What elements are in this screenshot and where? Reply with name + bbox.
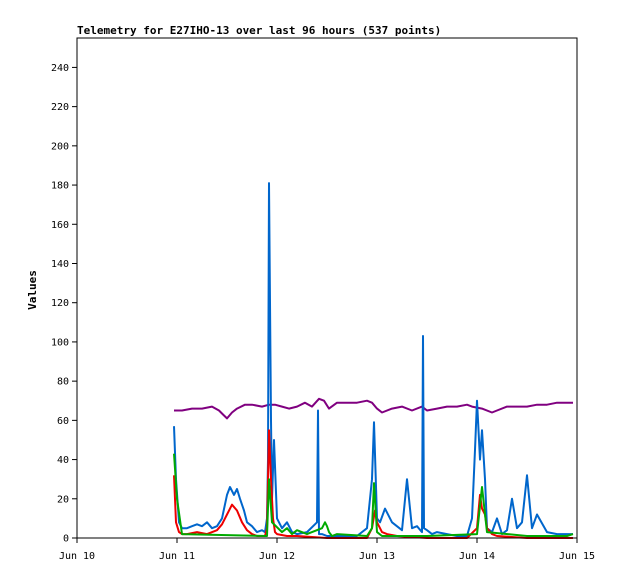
y-tick-label: 20	[57, 494, 69, 505]
x-tick-label: Jun 14	[459, 551, 495, 562]
y-axis-label: Values	[26, 270, 39, 310]
series-layer	[173, 182, 574, 539]
y-tick-label: 200	[51, 141, 69, 152]
series-line-4	[173, 453, 574, 537]
y-tick-label: 80	[57, 377, 69, 388]
y-tick-label: 60	[57, 416, 69, 427]
x-tick-label: Jun 12	[259, 551, 295, 562]
y-tick-label: 140	[51, 259, 69, 270]
y-tick-label: 40	[57, 455, 69, 466]
x-tick-label: Jun 13	[359, 551, 395, 562]
y-tick-label: 180	[51, 181, 69, 192]
plot-frame	[76, 37, 578, 539]
x-tick-label: Jun 11	[159, 551, 195, 562]
chart-title: Telemetry for E27IHO-13 over last 96 hou…	[77, 24, 441, 37]
y-tick-label: 120	[51, 298, 69, 309]
series-line-1	[174, 397, 573, 420]
y-axis: 0 20 40 60 80 100 120 140 160 180 200 220 240	[51, 63, 77, 545]
x-tick-label: Jun 10	[59, 551, 95, 562]
y-tick-label: 220	[51, 102, 69, 113]
x-tick-label: Jun 15	[559, 551, 595, 562]
y-tick-label: 240	[51, 63, 69, 74]
y-tick-label: 100	[51, 337, 69, 348]
y-tick-label: 0	[63, 534, 69, 545]
y-tick-label: 160	[51, 220, 69, 231]
x-axis: Jun 10 Jun 11 Jun 12 Jun 13 Jun 14 Jun 15	[59, 538, 595, 562]
